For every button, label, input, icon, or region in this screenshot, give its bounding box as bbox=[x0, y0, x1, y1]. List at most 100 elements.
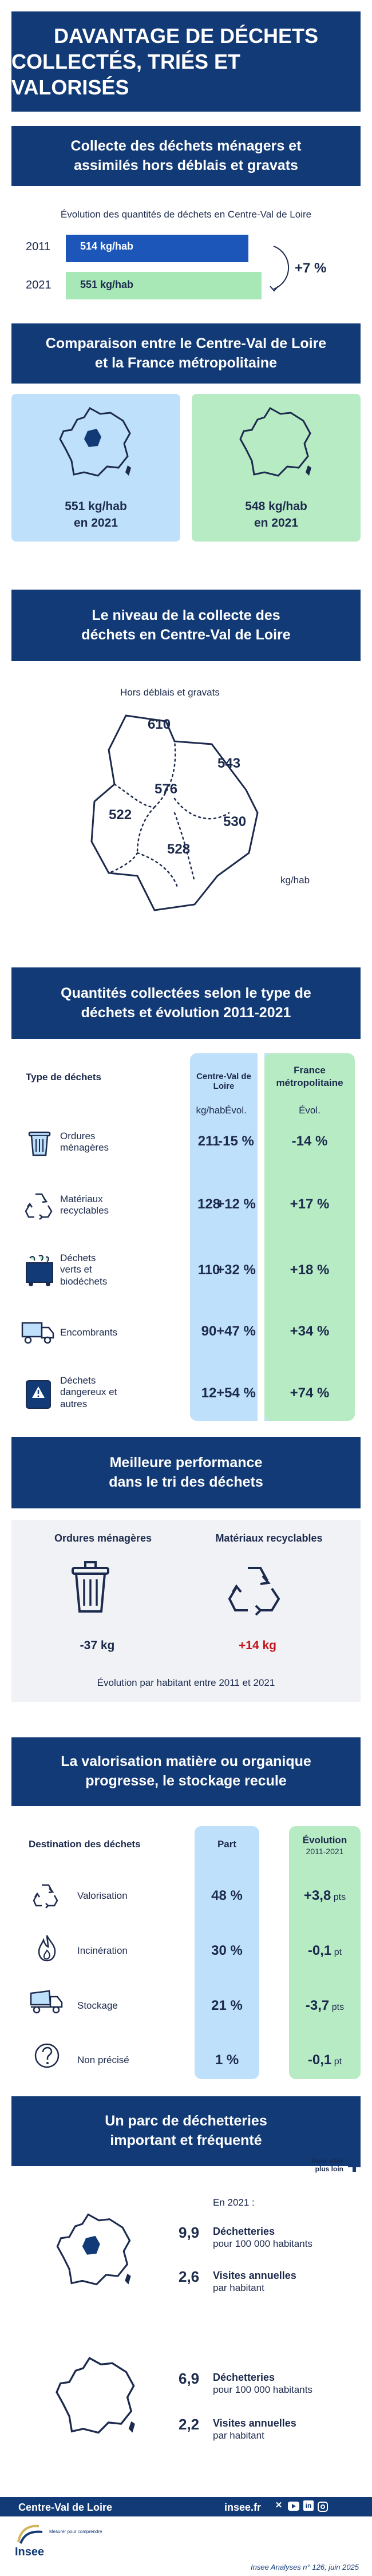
section5-title-line2: dans le tri des déchets bbox=[109, 1473, 263, 1490]
section6-title: La valorisation matière ou organique pro… bbox=[11, 1737, 361, 1806]
cvl-value: 551 kg/hab bbox=[65, 500, 127, 513]
col-fr-header-1: France bbox=[294, 1065, 326, 1076]
section7-title-line1: Un parc de déchetteries bbox=[105, 2113, 267, 2129]
dept-value-522: 522 bbox=[109, 807, 132, 823]
dest-row-2-label: Incinération bbox=[77, 1945, 128, 1956]
section2-title-line1: Comparaison entre le Centre-Val de Loire bbox=[45, 335, 327, 351]
france-year: en 2021 bbox=[254, 516, 299, 530]
row-1-label: Ordures ménagères bbox=[60, 1131, 109, 1154]
cvl-visites-value: 2,6 bbox=[179, 2268, 200, 2285]
footer-ref: Insee Analyses n° 126, juin 2025 bbox=[251, 2563, 359, 2571]
row-1-label-line2: ménagères bbox=[60, 1142, 109, 1153]
linkedin-icon[interactable]: in bbox=[303, 2500, 314, 2511]
row-4-label-line1: Encombrants bbox=[60, 1327, 118, 1338]
recycle-large-icon bbox=[228, 1567, 280, 1615]
row-2-kg: 128 bbox=[197, 1196, 221, 1212]
sub-evol-fr-header: Évol. bbox=[299, 1105, 320, 1116]
section4-title-line1: Quantités collectées selon le type de bbox=[61, 985, 311, 1001]
cvl-dechetteries-label: Déchetteries bbox=[213, 2226, 275, 2237]
section5-title-line1: Meilleure performance bbox=[109, 1454, 263, 1471]
section2-title-line2: et la France métropolitaine bbox=[94, 354, 278, 371]
dest-row-3-part: 21 % bbox=[211, 1998, 243, 2013]
row-5-label: Déchets dangereux et autres bbox=[60, 1375, 117, 1410]
section7-intro: En 2021 : bbox=[213, 2197, 255, 2208]
trash-bin-icon bbox=[28, 1131, 51, 1156]
section3-title: Le niveau de la collecte des déchets en … bbox=[11, 590, 361, 661]
section3-title-line2: déchets en Centre-Val de Loire bbox=[81, 626, 291, 643]
row-2-label: Matériaux recyclables bbox=[60, 1194, 109, 1217]
plus-icon[interactable] bbox=[347, 2158, 362, 2173]
instagram-icon[interactable] bbox=[318, 2502, 328, 2512]
row-1-fr: -14 % bbox=[291, 1133, 328, 1149]
france-value: 548 kg/hab bbox=[245, 500, 307, 513]
fr-visites-label: Visites annuelles bbox=[213, 2417, 296, 2429]
row-3-label: Déchets verts et biodéchets bbox=[60, 1253, 107, 1287]
map-unit: kg/hab bbox=[280, 875, 310, 886]
sorting-right-value: +14 kg bbox=[239, 1639, 276, 1652]
fr-visites-value: 2,2 bbox=[179, 2416, 200, 2433]
dest-row-2-unit: pt bbox=[334, 1947, 342, 1957]
recycle-icon bbox=[25, 1193, 53, 1220]
more-link-line1: Pour aller bbox=[311, 2157, 343, 2165]
bar-2021 bbox=[66, 272, 262, 299]
section1-subtitle: Évolution des quantités de déchets en Ce… bbox=[60, 209, 312, 220]
x-icon[interactable]: ✕ bbox=[275, 2500, 283, 2510]
dept-value-576: 576 bbox=[155, 781, 178, 797]
row-2-fr: +17 % bbox=[290, 1196, 330, 1212]
row-1-kg: 211 bbox=[197, 1133, 220, 1149]
dest-row-3-label: Stockage bbox=[77, 2000, 118, 2011]
footer-site[interactable]: insee.fr bbox=[224, 2502, 262, 2513]
footer-region: Centre-Val de Loire bbox=[18, 2502, 113, 2513]
change-arrow-icon bbox=[270, 246, 289, 292]
fr-dechetteries-value: 6,9 bbox=[179, 2370, 200, 2387]
section4-title: Quantités collectées selon le type de dé… bbox=[11, 967, 361, 1039]
sub-kg-header: kg/hab bbox=[196, 1105, 225, 1116]
row-3-label-line1: Déchets bbox=[60, 1253, 96, 1263]
bar-2021-label: 551 kg/hab bbox=[80, 279, 134, 290]
bar-2011 bbox=[66, 235, 248, 262]
flame-icon bbox=[38, 1935, 56, 1962]
column-gap bbox=[258, 1053, 264, 1421]
cvl-year: en 2021 bbox=[73, 516, 118, 530]
col-fr-header-2: métropolitaine bbox=[276, 1077, 343, 1088]
valorisation-recycle-icon bbox=[33, 1884, 58, 1909]
dest-row-4-label: Non précisé bbox=[77, 2055, 129, 2065]
cvl-visites-sub: par habitant bbox=[213, 2282, 264, 2293]
bar-year-2011: 2011 bbox=[26, 240, 51, 253]
row-3-kg: 110 bbox=[197, 1262, 220, 1278]
section6-title-line1: La valorisation matière ou organique bbox=[61, 1753, 311, 1770]
more-link[interactable]: Pour aller plus loin bbox=[303, 2157, 343, 2174]
more-link-line2: plus loin bbox=[315, 2165, 343, 2174]
cvl-column-end bbox=[246, 1053, 258, 1421]
row-3-fr: +18 % bbox=[290, 1262, 330, 1278]
dest-row-1-evol-wrap: +3,8 pts bbox=[289, 1888, 361, 1904]
cvl-department-map bbox=[90, 714, 259, 911]
fr-dechetteries-sub: pour 100 000 habitants bbox=[213, 2384, 312, 2395]
sorting-note: Évolution par habitant entre 2011 et 202… bbox=[97, 1677, 275, 1688]
section1-title-line2: assimilés hors déblais et gravats bbox=[74, 157, 298, 173]
row-5-kg: 12 bbox=[201, 1385, 217, 1401]
row-1-label-line1: Ordures bbox=[60, 1131, 96, 1141]
page-header: DAVANTAGE DE DÉCHETS COLLECTÉS, TRIÉS ET… bbox=[11, 11, 361, 112]
row-2-label-line2: recyclables bbox=[60, 1205, 109, 1216]
france-column-bg bbox=[264, 1053, 355, 1421]
col-dest-header: Destination des déchets bbox=[29, 1839, 141, 1850]
section3-subtitle: Hors déblais et gravats bbox=[120, 687, 220, 698]
part-column-bg bbox=[195, 1826, 259, 2079]
header-line-2: COLLECTÉS, TRIÉS ET VALORISÉS bbox=[11, 50, 241, 99]
france-map-icon bbox=[239, 406, 311, 477]
dump-truck-icon bbox=[30, 1990, 63, 2014]
insee-logo-text: Insee bbox=[15, 2546, 45, 2558]
dest-row-4-evol-wrap: -0,1 pt bbox=[289, 2052, 361, 2068]
dest-row-2-evol-wrap: -0,1 pt bbox=[289, 1943, 361, 1959]
section3-title-line1: Le niveau de la collecte des bbox=[92, 607, 280, 623]
dest-row-3-evol: -3,7 bbox=[305, 1998, 330, 2013]
col-part-header: Part bbox=[217, 1839, 237, 1850]
row-1-evol: -15 % bbox=[218, 1133, 254, 1149]
insee-logo: Insee bbox=[15, 2522, 46, 2562]
fr-dechetteries-label: Déchetteries bbox=[213, 2372, 275, 2383]
row-5-label-line1: Déchets bbox=[60, 1375, 96, 1386]
social-icons: ✕ in bbox=[274, 2500, 328, 2512]
france-map-outline-icon bbox=[56, 2357, 135, 2434]
youtube-icon[interactable] bbox=[288, 2502, 299, 2511]
